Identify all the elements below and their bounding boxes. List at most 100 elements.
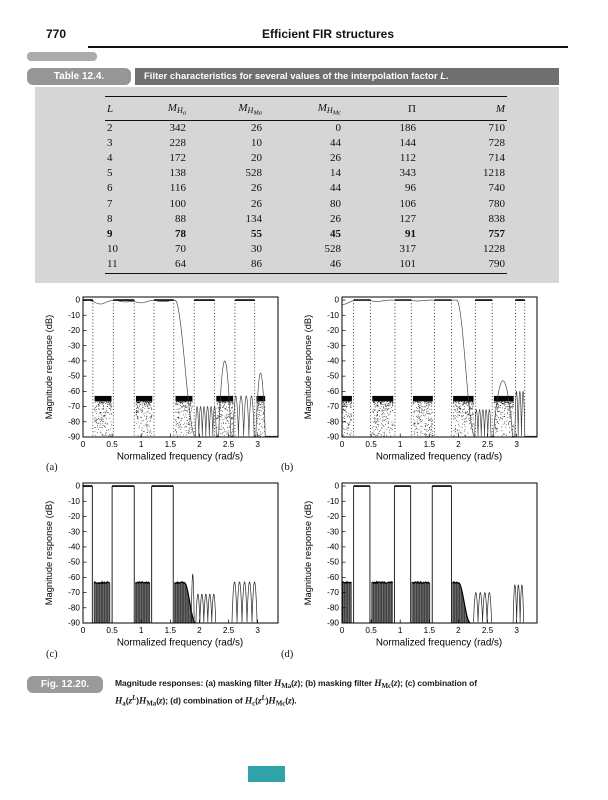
caption-segment: Ma xyxy=(146,699,157,708)
table-body: 2 342 26 0 186 710 3 228 10 44 144 728 4 172 20 26 112 71… xyxy=(105,120,507,273)
caption-segment: H xyxy=(244,696,253,707)
running-title: Efficient FIR structures xyxy=(261,27,395,41)
y-tick-label: 0 xyxy=(334,296,339,305)
table-cell: 78 xyxy=(175,227,186,240)
y-tick-label: -10 xyxy=(68,497,80,506)
y-tick-label: -80 xyxy=(327,603,339,612)
y-tick-label: -60 xyxy=(68,573,80,582)
caption-segment: Mc xyxy=(275,699,286,708)
axes: 0 0.5 1 1.5 2 2.5 3 0 -10 -20 -30 -40 -50 -60 -70 -80 -9… xyxy=(44,482,279,649)
caption-segment: z xyxy=(128,696,133,707)
x-tick-label: 0.5 xyxy=(106,440,118,449)
y-tick-label: -30 xyxy=(327,341,339,350)
table-cell: 26 xyxy=(251,121,262,134)
table-cell: 96 xyxy=(405,182,416,195)
x-tick-label: 2 xyxy=(456,626,461,635)
caption-segment: z xyxy=(393,679,398,689)
y-tick-label: 0 xyxy=(75,296,80,305)
caption-segment: ( xyxy=(125,695,129,706)
table-cell: 91 xyxy=(405,227,416,240)
table-cell: 20 xyxy=(251,151,262,164)
data-table: L MHa MHMa MHMc Π M 2 342 26 0 186 710 3 228 10 44 144 7… xyxy=(105,96,507,274)
column-header: MHMa xyxy=(188,96,264,121)
y-tick-label: -20 xyxy=(68,326,80,335)
table-row: 9 78 55 45 91 757 xyxy=(105,227,507,242)
subplot-label-d: (d) xyxy=(281,649,294,660)
caption-segment: Mc xyxy=(381,682,391,690)
y-tick-label: -30 xyxy=(68,341,80,350)
y-tick-label: -90 xyxy=(68,433,80,442)
table-cell: 55 xyxy=(251,227,262,240)
axes: 0 0.5 1 1.5 2 2.5 3 0 -10 -20 -30 -40 -50 -60 -70 -80 -9… xyxy=(44,296,279,463)
y-tick-label: -40 xyxy=(327,543,339,552)
x-tick-label: 1 xyxy=(139,626,144,635)
y-tick-label: -30 xyxy=(327,527,339,536)
table-cell: 88 xyxy=(175,212,186,225)
y-tick-label: -80 xyxy=(68,603,80,612)
table-cell: 134 xyxy=(245,212,263,225)
x-tick-label: 2.5 xyxy=(223,440,235,449)
table-cell: 11 xyxy=(107,258,118,271)
y-axis-label: Magnitude response (dB) xyxy=(303,315,313,419)
table-cell: 528 xyxy=(245,167,263,180)
caption-segment: ( xyxy=(156,695,159,706)
table-cell: 86 xyxy=(251,258,262,271)
y-tick-label: -70 xyxy=(327,402,339,411)
table-cell: 144 xyxy=(399,136,417,149)
x-tick-label: 1 xyxy=(139,440,144,449)
table-cell: 3 xyxy=(107,136,113,149)
table-cell: 45 xyxy=(330,227,341,240)
table-cell: 790 xyxy=(488,258,506,271)
table-cell: 186 xyxy=(399,121,417,134)
caption-segment: H xyxy=(273,679,282,689)
x-axis-label: Normalized frequency (rad/s) xyxy=(117,638,243,649)
plot-c: 0 0.5 1 1.5 2 2.5 3 0 -10 -20 -30 -40 -50 -60 -70 -80 -9… xyxy=(44,482,279,649)
column-header: M xyxy=(418,96,507,121)
table-row: 8 88 134 26 127 838 xyxy=(105,212,507,227)
y-tick-label: -70 xyxy=(68,402,80,411)
y-axis-label: Magnitude response (dB) xyxy=(303,501,313,605)
caption-segment: ); (b) masking filter xyxy=(297,678,375,688)
y-tick-label: -10 xyxy=(327,497,339,506)
table-cell: 26 xyxy=(330,212,341,225)
x-tick-label: 1.5 xyxy=(424,440,436,449)
table-cell: 5 xyxy=(107,167,113,180)
table-cell: 740 xyxy=(488,182,506,195)
y-tick-label: 0 xyxy=(75,482,80,491)
table-cell: 0 xyxy=(335,121,342,134)
x-tick-label: 2 xyxy=(197,626,202,635)
table-row: 11 64 86 46 101 790 xyxy=(105,257,507,273)
plot-d: 0 0.5 1 1.5 2 2.5 3 0 -10 -20 -30 -40 -50 -60 -70 -80 -9… xyxy=(303,482,538,649)
caption-segment: H xyxy=(115,696,123,707)
caption-segment: H xyxy=(138,696,147,707)
caption-segment: z xyxy=(287,696,292,707)
y-tick-label: 0 xyxy=(334,482,339,491)
y-tick-label: -60 xyxy=(327,387,339,396)
table-cell: 116 xyxy=(169,182,186,195)
caption-segment: L xyxy=(261,694,266,702)
table-cell: 343 xyxy=(399,167,417,180)
column-header: L xyxy=(105,96,140,121)
table-cell: 172 xyxy=(169,151,187,164)
caption-segment: ( xyxy=(255,695,258,706)
x-axis-label: Normalized frequency (rad/s) xyxy=(117,452,243,463)
table-cell: 80 xyxy=(330,197,341,210)
table-cell: 138 xyxy=(169,167,187,180)
caption-segment: z xyxy=(293,679,298,689)
y-tick-label: -50 xyxy=(327,372,339,381)
plot-content xyxy=(341,485,524,623)
table-cell: 1228 xyxy=(483,243,505,256)
table-header-row: L MHa MHMa MHMc Π M xyxy=(105,96,507,121)
figure-label: Fig. 12.20. xyxy=(27,676,103,693)
table-cell: 44 xyxy=(330,136,341,149)
x-tick-label: 2.5 xyxy=(482,440,494,449)
caption-segment: H xyxy=(268,696,276,707)
axes: 0 0.5 1 1.5 2 2.5 3 0 -10 -20 -30 -40 -50 -60 -70 -80 -9… xyxy=(303,296,538,463)
table-row: 10 70 30 528 317 1228 xyxy=(105,242,507,257)
masking-filter-curve xyxy=(341,299,537,437)
plot-slot-c: 0 0.5 1 1.5 2 2.5 3 0 -10 -20 -30 -40 -50 -60 -70 -80 -9… xyxy=(38,475,293,655)
x-axis-label: Normalized frequency (rad/s) xyxy=(376,638,502,649)
caption-segment: ); (c) combination of xyxy=(397,678,477,688)
table-cell: 101 xyxy=(399,258,417,271)
